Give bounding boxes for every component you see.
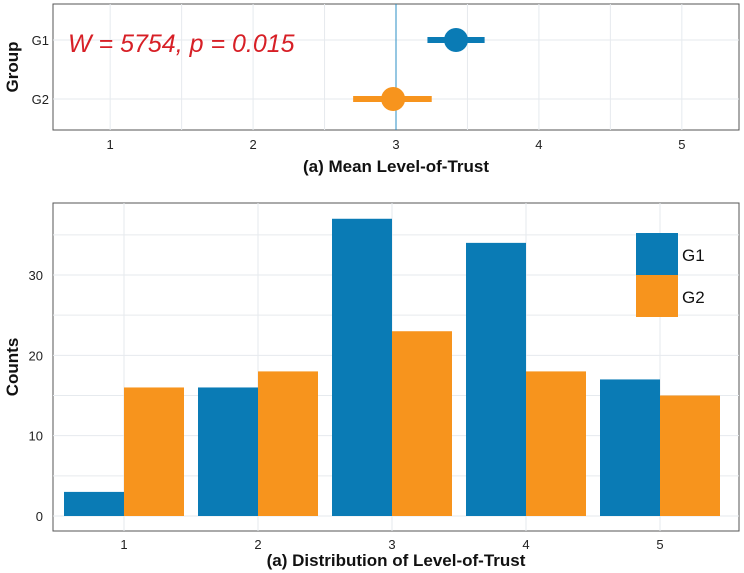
- y-tick-label: 30: [29, 268, 43, 283]
- bottom-y-axis-title: Counts: [3, 338, 22, 397]
- bar-g2-1: [124, 387, 184, 516]
- bar-g2-2: [258, 371, 318, 516]
- x-tick-label: 4: [522, 537, 529, 552]
- x-tick-label: 2: [249, 137, 256, 152]
- mean-point-g1: [444, 28, 469, 52]
- top-x-tick-labels: 1 2 3 4 5: [107, 137, 686, 152]
- x-tick-label: 3: [388, 537, 395, 552]
- bar-g1-4: [466, 242, 526, 516]
- bottom-x-tick-labels: 1 2 3 4 5: [120, 537, 663, 552]
- x-tick-label: 1: [120, 537, 127, 552]
- bar-g2-4: [526, 371, 586, 516]
- legend: G1 G2: [636, 233, 705, 317]
- x-tick-label: 3: [392, 137, 399, 152]
- y-tick-label: 0: [36, 509, 43, 524]
- trust-distribution-panel: 0 10 20 30 1 2 3 4 5 G1 G2 (a) Distribution of L…: [3, 202, 740, 570]
- top-y-tick-labels: G1 G2: [32, 33, 49, 107]
- y-tick-label-g1: G1: [32, 33, 49, 48]
- legend-swatch-g1: [636, 233, 678, 275]
- legend-label-g1: G1: [682, 246, 705, 265]
- bottom-x-axis-title: (a) Distribution of Level-of-Trust: [267, 551, 526, 570]
- legend-label-g2: G2: [682, 288, 705, 307]
- x-tick-label: 5: [678, 137, 685, 152]
- count-bars: [64, 218, 720, 516]
- group-mean-marks: [353, 28, 485, 111]
- x-tick-label: 4: [535, 137, 542, 152]
- y-tick-label: 20: [29, 348, 43, 363]
- test-statistic-annotation: W = 5754, p = 0.015: [68, 30, 295, 58]
- y-tick-label: 10: [29, 429, 43, 444]
- bar-g2-3: [392, 331, 452, 516]
- bar-g1-1: [64, 491, 124, 516]
- top-x-axis-title: (a) Mean Level-of-Trust: [303, 157, 489, 176]
- legend-swatch-g2: [636, 275, 678, 317]
- bar-g1-2: [198, 387, 258, 516]
- bar-g2-5: [660, 395, 720, 516]
- x-tick-label: 2: [254, 537, 261, 552]
- x-tick-label: 5: [656, 537, 663, 552]
- bar-g1-3: [332, 218, 392, 516]
- bar-g1-5: [600, 379, 660, 516]
- top-y-axis-title: Group: [3, 42, 22, 93]
- x-tick-label: 1: [107, 137, 114, 152]
- bottom-y-tick-labels: 0 10 20 30: [29, 268, 43, 524]
- mean-point-g2: [381, 87, 406, 111]
- mean-trust-panel: G1 G2 1 2 3 4 5 W = 5754, p = 0.015 (a) Mean …: [3, 3, 740, 176]
- y-tick-label-g2: G2: [32, 92, 49, 107]
